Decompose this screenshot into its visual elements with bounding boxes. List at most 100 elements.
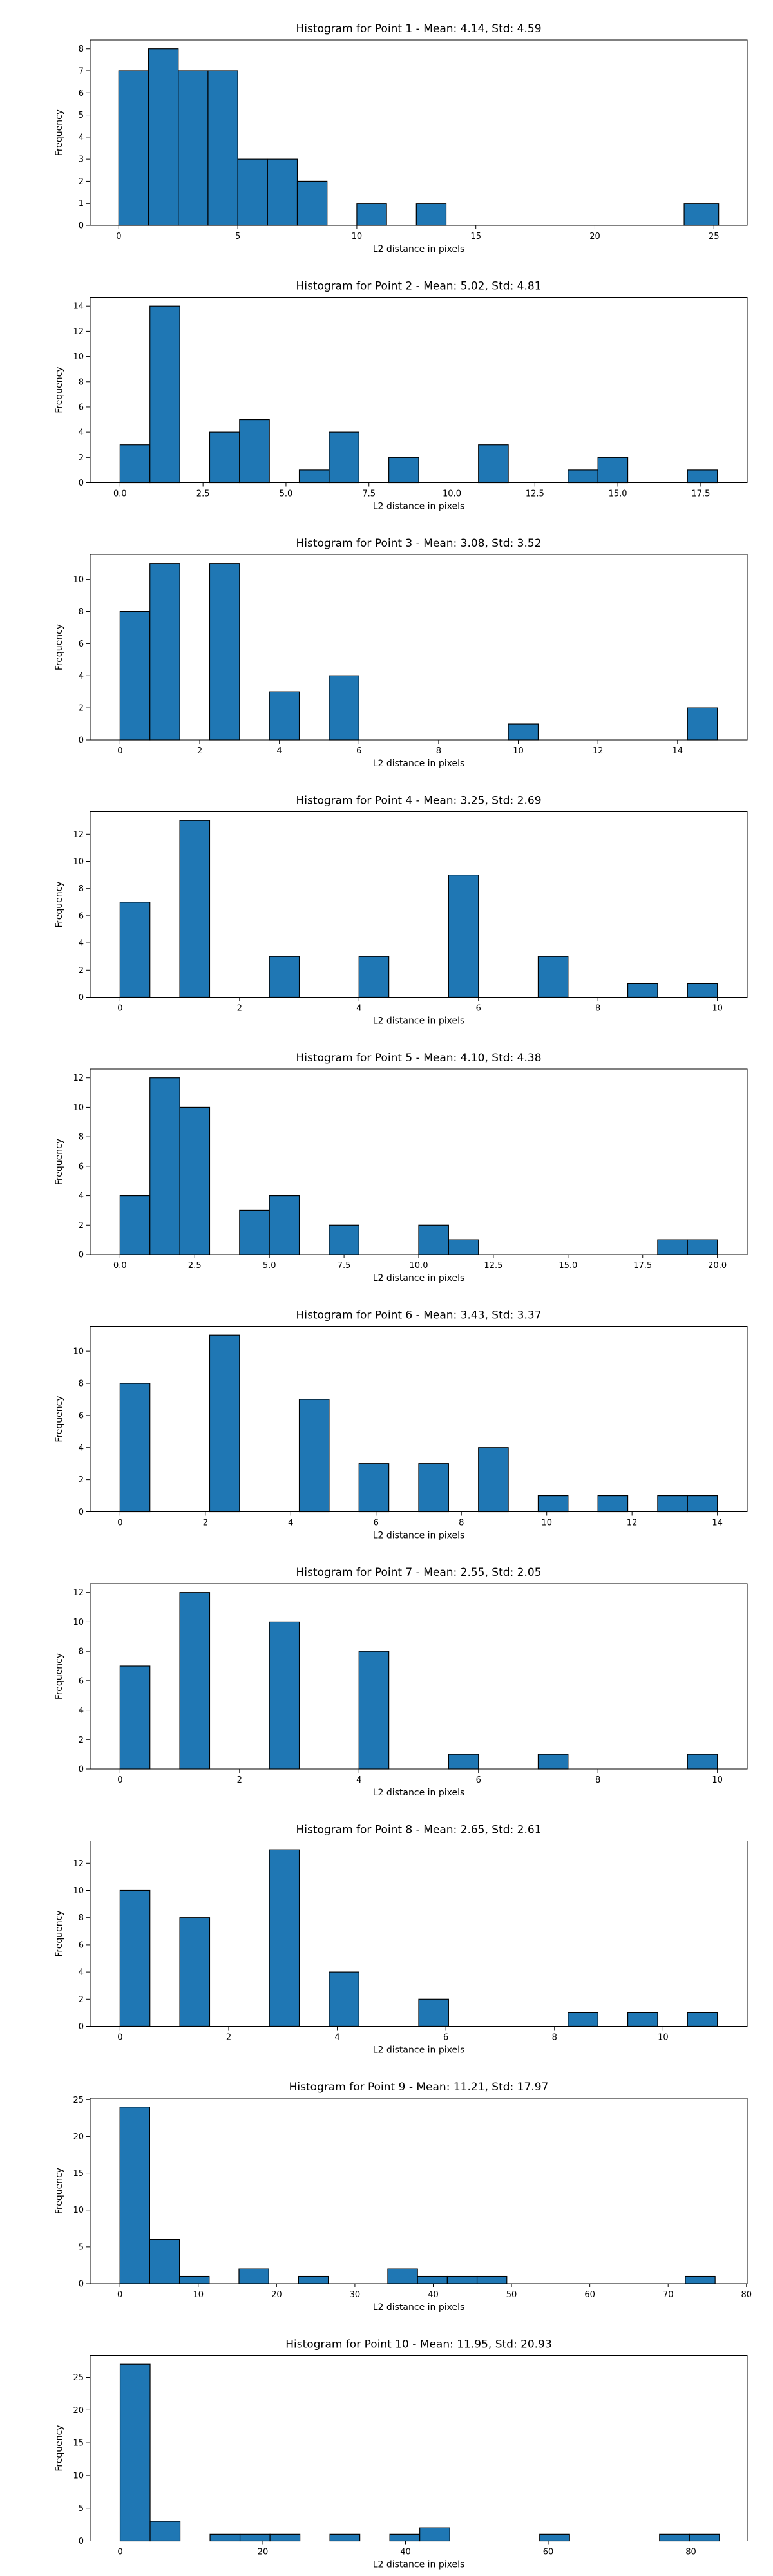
x-tick-label: 10 [712, 1776, 723, 1785]
histogram-bar [358, 1463, 390, 1513]
histogram-bar [119, 1383, 151, 1513]
histogram-bar [298, 2275, 329, 2284]
y-axis-label: Frequency [54, 1653, 64, 1700]
x-tick-label: 8 [595, 1776, 600, 1785]
y-axis-label: Frequency [54, 1910, 64, 1956]
y-tick-label: 15 [73, 2439, 84, 2448]
x-tick-label: 20 [271, 2290, 282, 2300]
histogram-bar [179, 1592, 211, 1770]
histogram-bar [597, 1495, 629, 1513]
y-tick-label: 10 [73, 352, 84, 362]
x-tick-label: 2 [237, 1004, 242, 1014]
y-tick-label: 12 [73, 1859, 84, 1869]
x-tick-label: 12 [627, 1519, 638, 1528]
histogram-bar [659, 2533, 690, 2542]
x-tick-label: 10 [193, 2290, 204, 2300]
y-axis-label: Frequency [54, 1396, 64, 1442]
histogram-bar [178, 2275, 210, 2284]
histogram-bar [267, 158, 298, 226]
y-tick-label: 0 [79, 736, 84, 746]
x-axis-label: L2 distance in pixels [373, 1788, 465, 1798]
x-tick-label: 17.5 [691, 489, 710, 499]
histogram-bar [448, 1754, 479, 1770]
x-tick-label: 0 [117, 2290, 122, 2300]
y-tick-label: 8 [79, 1379, 84, 1389]
histogram-bar [179, 820, 211, 998]
x-tick-label: 8 [552, 2033, 557, 2043]
bars [119, 1334, 718, 1513]
histogram-bar [119, 1889, 151, 2027]
x-tick-label: 8 [459, 1519, 464, 1528]
x-tick-label: 15 [470, 232, 481, 242]
histogram-panel-4: Histogram for Point 4 - Mean: 3.25, Std:… [54, 795, 748, 1027]
histogram-bar [358, 1651, 390, 1770]
x-tick-label: 80 [741, 2290, 752, 2300]
histogram-bar [448, 1239, 479, 1255]
histogram-panel-1: Histogram for Point 1 - Mean: 4.14, Std:… [54, 23, 748, 254]
bars [119, 2363, 720, 2542]
x-tick-label: 50 [506, 2290, 517, 2300]
histogram-bar [627, 983, 658, 998]
x-tick-label: 12.5 [526, 489, 544, 499]
histogram-bar [269, 956, 300, 998]
histogram-bar [689, 2533, 720, 2542]
histogram-bar [149, 1077, 180, 1255]
x-tick-label: 0 [117, 1004, 122, 1014]
y-tick-label: 3 [79, 155, 84, 165]
chart-title: Histogram for Point 10 - Mean: 11.95, St… [285, 2338, 552, 2351]
y-tick-label: 0 [79, 2280, 84, 2289]
histogram-bar [179, 1917, 211, 2027]
histogram-bar [118, 70, 149, 226]
y-tick-label: 0 [79, 2022, 84, 2032]
y-tick-label: 0 [79, 478, 84, 488]
chart-title: Histogram for Point 3 - Mean: 3.08, Std:… [296, 537, 541, 550]
chart-title: Histogram for Point 8 - Mean: 2.65, Std:… [296, 1824, 541, 1837]
histogram-bar [119, 1665, 151, 1770]
histogram-bar [683, 203, 720, 226]
histogram-bar [539, 2533, 570, 2542]
y-axis-label: Frequency [54, 881, 64, 927]
x-tick-label: 5.0 [280, 489, 293, 499]
histogram-bar [687, 983, 718, 998]
y-tick-label: 10 [73, 1103, 84, 1113]
x-tick-label: 6 [476, 1004, 481, 1014]
histogram-panel-8: Histogram for Point 8 - Mean: 2.65, Std:… [54, 1824, 748, 2056]
y-tick-label: 4 [79, 1968, 84, 1978]
histogram-bar [119, 1195, 151, 1255]
histogram-bar [687, 1754, 718, 1770]
x-tick-label: 60 [584, 2290, 595, 2300]
x-tick-label: 6 [356, 746, 361, 756]
x-tick-label: 10.0 [410, 1261, 428, 1271]
histogram-bar [269, 1195, 300, 1255]
x-tick-label: 10 [541, 1519, 552, 1528]
x-tick-label: 0 [116, 232, 121, 242]
y-axis-label: Frequency [54, 2168, 64, 2214]
y-tick-label: 2 [79, 1736, 84, 1745]
histogram-bar [207, 70, 238, 226]
x-tick-label: 10.0 [443, 489, 461, 499]
x-tick-label: 2 [203, 1519, 208, 1528]
histogram-bar [239, 2533, 271, 2542]
histogram-bar [209, 431, 240, 484]
axes-frame [90, 1583, 748, 1770]
y-tick-label: 5 [79, 111, 84, 120]
histogram-panel-7: Histogram for Point 7 - Mean: 2.55, Std:… [54, 1566, 748, 1798]
y-tick-label: 20 [73, 2132, 84, 2142]
x-tick-label: 6 [374, 1519, 379, 1528]
x-tick-label: 14 [712, 1519, 723, 1528]
histogram-bar [387, 2268, 418, 2284]
histogram-bar [329, 431, 359, 484]
histogram-panel-3: Histogram for Point 3 - Mean: 3.08, Std:… [54, 537, 748, 769]
y-tick-label: 8 [79, 1913, 84, 1923]
chart-title: Histogram for Point 1 - Mean: 4.14, Std:… [296, 23, 541, 35]
y-tick-label: 25 [73, 2373, 84, 2383]
x-tick-label: 4 [334, 2033, 339, 2043]
y-tick-label: 10 [73, 1886, 84, 1896]
axes-frame [90, 2355, 748, 2541]
histogram-bar [119, 611, 151, 741]
x-axis-label: L2 distance in pixels [373, 1273, 465, 1283]
x-tick-label: 15.0 [609, 489, 627, 499]
histogram-bar [269, 1621, 300, 1770]
y-tick-label: 8 [79, 607, 84, 617]
x-tick-label: 4 [356, 1776, 361, 1785]
